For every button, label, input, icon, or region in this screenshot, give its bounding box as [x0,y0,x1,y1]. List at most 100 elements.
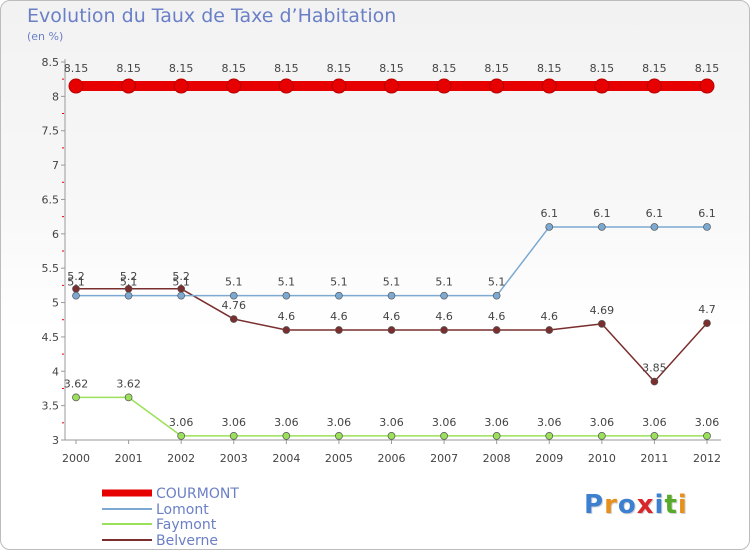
data-point [699,78,715,94]
data-point [282,291,291,300]
data-label: 5.2 [120,270,138,283]
data-label: 4.7 [698,303,716,316]
y-tick-label: 7 [52,159,59,172]
data-label: 8.15 [379,62,404,75]
data-label: 4.6 [435,310,453,323]
data-point [492,432,501,440]
data-point [124,291,133,300]
logo-letter: P [584,490,605,520]
data-point [387,291,396,300]
data-point [335,326,343,334]
x-tick-label: 2002 [167,452,195,465]
data-point [650,223,659,231]
logo-letter: i [677,490,688,520]
data-label: 3.06 [169,416,194,429]
data-point [440,291,448,300]
logo-letter: i [654,490,665,520]
data-label: 8.15 [64,62,89,75]
data-point [282,326,291,334]
data-label: 8.15 [327,62,352,75]
data-label: 8.15 [537,62,562,75]
y-tick-label: 3 [52,434,59,447]
y-tick-label: 7.5 [42,125,60,138]
data-point [489,78,505,94]
y-tick-label: 6 [52,228,59,241]
chart-data-labels: 8.15 8.15 8.15 8.15 8.15 8.15 8.15 8.15 8.15 8.15… [64,62,720,429]
chart-title: Evolution du Taux de Taxe d’Habitation [27,5,397,27]
data-label: 3.06 [695,416,720,429]
legend-label-faymont: Faymont [156,517,217,533]
data-point [331,78,347,94]
data-label: 5.1 [330,276,348,289]
data-point [594,78,610,94]
data-label: 5.2 [172,270,190,283]
logo-letter: r [604,490,618,520]
data-point [384,78,399,94]
data-label: 8.15 [695,62,720,75]
data-label: 5.1 [435,276,453,289]
data-label: 3.85 [642,362,667,375]
data-point [545,223,554,231]
data-label: 3.06 [327,416,352,429]
data-point [229,315,238,323]
x-tick-label: 2009 [535,452,563,465]
x-tick-label: 2001 [115,452,143,465]
x-tick-label: 2007 [430,452,458,465]
data-point [68,78,84,94]
data-point [173,78,189,94]
data-point [597,432,606,440]
data-label: 8.15 [432,62,457,75]
data-label: 4.76 [222,299,247,312]
x-tick-label: 2010 [588,452,616,465]
logo-letter: x [636,490,655,520]
x-tick-label: 2003 [220,452,248,465]
data-point [436,78,452,94]
data-label: 5.1 [120,276,138,289]
data-label: 5.1 [172,276,190,289]
y-tick-label: 6.5 [42,193,60,206]
data-label: 8.15 [169,62,194,75]
data-point [335,432,343,440]
data-label: 3.62 [116,377,141,390]
y-tick-label: 8 [52,90,59,103]
data-point [597,320,606,328]
data-label: 8.15 [590,62,615,75]
data-label: 6.1 [698,207,716,220]
data-label: 4.6 [330,310,348,323]
legend-label-belverne: Belverne [156,533,218,549]
data-label: 8.15 [222,62,247,75]
y-tick-label: 4 [52,365,59,378]
data-point [545,432,554,440]
data-label: 3.06 [537,416,562,429]
data-label: 3.06 [484,416,509,429]
data-label: 8.15 [116,62,141,75]
y-tick-label: 5 [52,297,59,310]
x-tick-label: 2011 [640,452,668,465]
data-label: 5.1 [67,276,85,289]
chart-subtitle: (en %) [27,30,64,43]
data-label: 5.1 [225,276,243,289]
logo-letter: o [617,490,637,520]
data-point [541,78,557,94]
data-point [387,432,396,440]
data-point [703,223,711,231]
series-line-belverne [75,288,708,383]
legend-label-courmont: COURMONT [156,486,239,502]
data-point [597,223,606,231]
data-point [703,432,711,440]
x-tick-label: 2000 [62,452,90,465]
chart-axes: 3 3.5 4 4.5 5 5.5 6 6.5 7 7.5 8 8.5 2000 2001 2002 2003… [42,56,721,465]
chart-series [68,78,715,440]
data-point [278,78,294,94]
data-label: 4.6 [383,310,401,323]
proxiti-logo: Proxiti [584,490,688,520]
data-point [545,326,554,334]
x-tick-label: 2004 [272,452,300,465]
data-label: 5.1 [278,276,296,289]
data-label: 4.6 [278,310,296,323]
data-point [177,432,186,440]
data-point [226,78,242,94]
